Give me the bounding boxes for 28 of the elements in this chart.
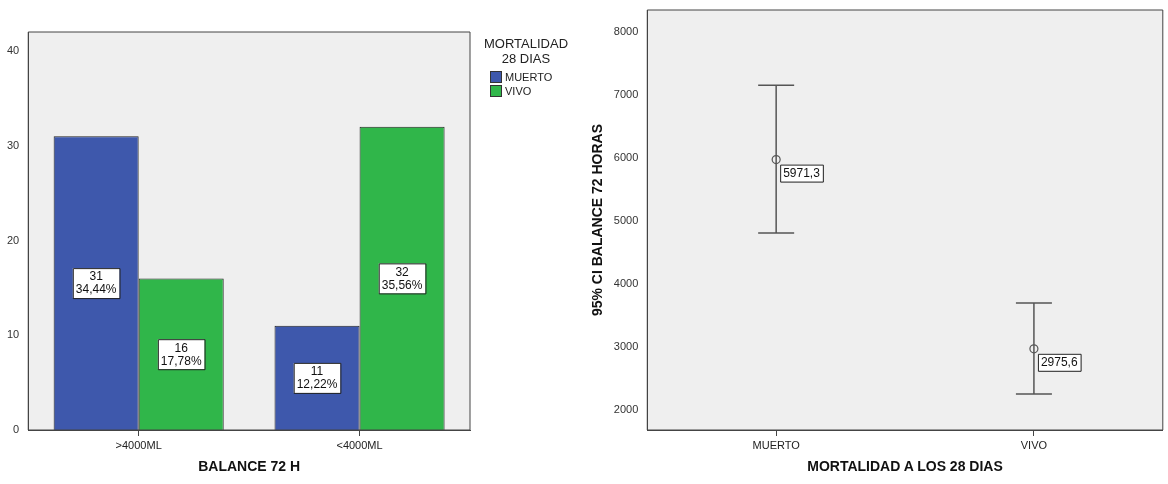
data-label: 11 12,22% [296,364,338,392]
data-label: 32 35,56% [381,264,423,292]
y-tick-label: 7000 [613,87,639,100]
y-axis-title: 95% CI BALANCE 72 HORAS [589,123,606,317]
y-tick-label: 4000 [613,277,639,290]
y-tick-label: 20 [6,233,20,246]
legend-label: MUERTO [505,71,553,83]
y-tick-label: 6000 [613,150,639,163]
y-tick-label: 5000 [613,213,639,226]
data-label: 5971,3 [783,165,821,180]
y-tick-label: 30 [6,138,20,151]
y-tick-label: 3000 [613,340,639,353]
y-tick-label: 40 [6,43,20,56]
data-label: 31 34,44% [75,269,117,297]
data-label: 2975,6 [1040,355,1078,370]
x-tick-label: <4000ML [336,438,383,451]
x-axis-title: MORTALIDAD A LOS 28 DIAS [807,458,1003,475]
x-tick-label: MUERTO [752,438,801,451]
x-tick-label: VIVO [1020,438,1048,451]
x-tick-label: >4000ML [115,438,162,451]
y-tick-label: 10 [6,328,20,341]
y-tick-label: 0 [13,423,20,436]
y-tick-label: 2000 [613,403,639,416]
data-label: 16 17,78% [160,340,202,368]
y-tick-label: 8000 [613,24,639,37]
legend-title: MORTALIDAD 28 DIAS [483,36,569,66]
x-axis-title: BALANCE 72 H [198,458,301,475]
legend-label: VIVO [505,85,532,97]
